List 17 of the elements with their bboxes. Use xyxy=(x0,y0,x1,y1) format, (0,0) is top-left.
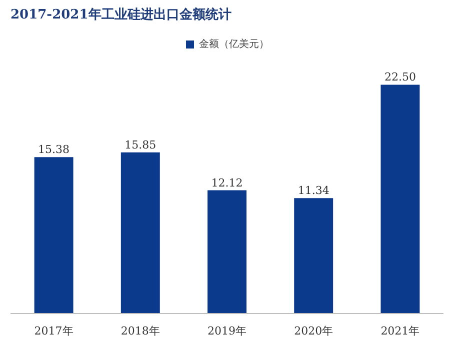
bar xyxy=(208,190,246,314)
bar xyxy=(380,84,420,314)
data-label: 15.38 xyxy=(38,143,70,156)
x-tick-label: 2017年 xyxy=(34,324,74,338)
data-label: 22.50 xyxy=(384,70,416,84)
data-label: 15.85 xyxy=(124,138,156,152)
x-tick-label: 2018年 xyxy=(120,324,160,338)
bar xyxy=(34,157,74,314)
legend-label: 金额（亿美元） xyxy=(199,38,269,51)
x-tick-label: 2019年 xyxy=(208,324,247,338)
data-label: 12.12 xyxy=(211,176,243,190)
x-tick-label: 2020年 xyxy=(294,324,334,338)
bar xyxy=(294,198,334,314)
chart-title: 2017-2021年工业硅进出口金额统计 xyxy=(10,6,232,22)
bar xyxy=(120,152,160,314)
data-label: 11.34 xyxy=(298,184,330,198)
x-tick-label: 2021年 xyxy=(380,324,420,338)
